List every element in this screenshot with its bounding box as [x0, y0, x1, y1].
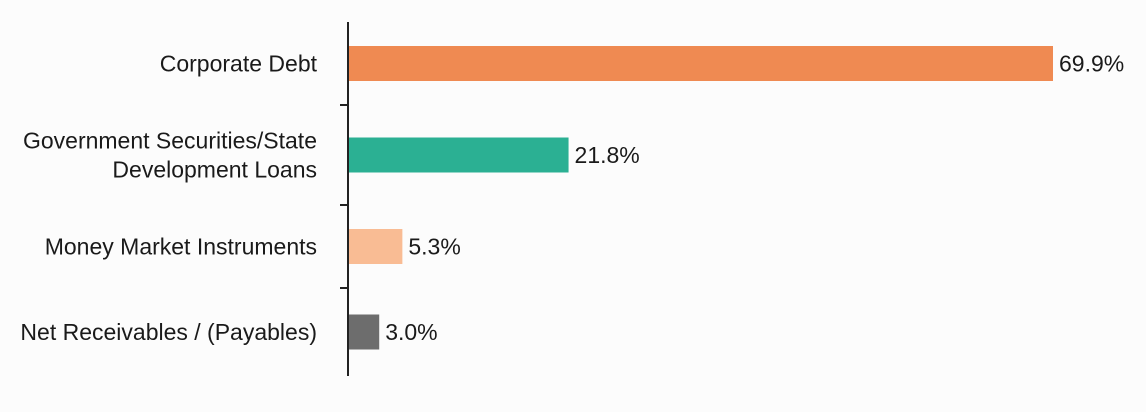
- value-label: 3.0%: [385, 319, 437, 345]
- category-label: Corporate Debt: [160, 51, 318, 77]
- bar: [349, 229, 403, 264]
- category-label: Development Loans: [112, 157, 317, 183]
- category-label: Net Receivables / (Payables): [20, 319, 317, 345]
- category-label: Government Securities/State: [23, 128, 317, 154]
- axis-layer: [340, 22, 349, 376]
- bar: [349, 314, 380, 350]
- bar: [349, 137, 569, 173]
- value-label: 5.3%: [408, 234, 460, 260]
- value-label: 21.8%: [575, 142, 640, 168]
- value-label: 69.9%: [1059, 51, 1124, 77]
- bar: [349, 46, 1053, 81]
- category-label: Money Market Instruments: [45, 234, 317, 260]
- labels-layer: 69.9% Corporate Debt 21.8% Government Secur…: [20, 51, 1124, 346]
- bars-layer: [349, 46, 1053, 350]
